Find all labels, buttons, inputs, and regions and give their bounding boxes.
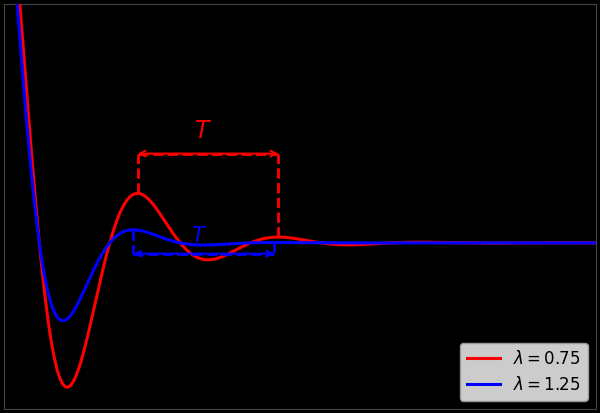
$\lambda = 0.75$	[64, 385, 71, 389]
$\lambda = 1.25$	[59, 318, 67, 323]
$\lambda = 1.25$	[227, 241, 234, 246]
Legend: $\lambda = 0.75$, $\lambda = 1.25$: $\lambda = 0.75$, $\lambda = 1.25$	[460, 343, 587, 401]
Line: $\lambda = 0.75$: $\lambda = 0.75$	[4, 0, 596, 387]
$\lambda = 0.75$	[356, 242, 363, 247]
$\lambda = 0.75$	[108, 233, 115, 238]
Text: $T$: $T$	[191, 226, 207, 246]
$\lambda = 1.25$	[356, 240, 363, 245]
$\lambda = 0.75$	[385, 240, 392, 245]
$\lambda = 0.75$	[487, 241, 494, 246]
$\lambda = 1.25$	[442, 240, 449, 245]
$\lambda = 1.25$	[487, 240, 494, 245]
$\lambda = 0.75$	[442, 240, 449, 245]
$\lambda = 1.25$	[592, 240, 599, 245]
$\lambda = 0.75$	[227, 250, 234, 255]
$\lambda = 1.25$	[385, 240, 392, 245]
Text: $T$: $T$	[194, 119, 212, 143]
$\lambda = 0.75$	[592, 240, 599, 245]
Line: $\lambda = 1.25$: $\lambda = 1.25$	[4, 0, 596, 321]
$\lambda = 1.25$	[108, 238, 115, 243]
